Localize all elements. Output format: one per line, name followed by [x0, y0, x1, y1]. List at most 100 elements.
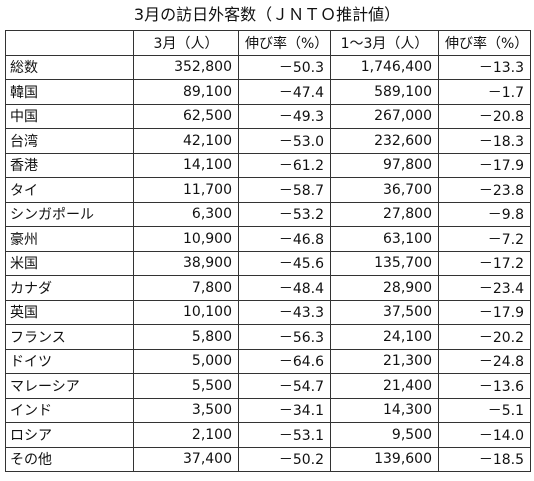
cell: 267,000: [330, 103, 439, 129]
cell: －50.2: [238, 446, 331, 472]
cell: －24.8: [438, 348, 531, 374]
cell: －18.5: [438, 446, 531, 472]
cell: －23.4: [438, 275, 531, 301]
cell: －13.3: [438, 54, 531, 80]
cell: －61.2: [238, 152, 331, 178]
title: 3月の訪日外客数（ＪＮＴＯ推計値）: [133, 5, 401, 24]
table: 3月（人） 伸び率（%） 1～3月（人） 伸び率（%） 総数 352,800 －50.3 1…: [5, 30, 531, 472]
cell: 232,600: [330, 128, 439, 154]
cell: －54.7: [238, 373, 331, 399]
cell: 352,800: [133, 54, 239, 80]
row-label: シンガポール: [5, 201, 134, 227]
cell: 10,900: [133, 226, 239, 252]
cell: －48.4: [238, 275, 331, 301]
cell: 9,500: [330, 422, 439, 448]
row-label: タイ: [5, 177, 134, 203]
row: フランス 5,800 －56.3 24,100 －20.2: [5, 324, 531, 350]
cell: 11,700: [133, 177, 239, 203]
cell: 3,500: [133, 397, 239, 423]
cell: －17.2: [438, 250, 531, 276]
row: ロシア 2,100 －53.1 9,500 －14.0: [5, 422, 531, 448]
cell: 10,100: [133, 299, 239, 325]
cell: 62,500: [133, 103, 239, 129]
cell: 21,300: [330, 348, 439, 374]
cell: 589,100: [330, 79, 439, 105]
cell: 5,500: [133, 373, 239, 399]
cell: 139,600: [330, 446, 439, 472]
row-label: 韓国: [5, 79, 134, 105]
cell: 37,400: [133, 446, 239, 472]
row-label: インド: [5, 397, 134, 423]
cell: 24,100: [330, 324, 439, 350]
row-label: 英国: [5, 299, 134, 325]
cell: －5.1: [438, 397, 531, 423]
cell: 21,400: [330, 373, 439, 399]
row-label: 台湾: [5, 128, 134, 154]
row-label: マレーシア: [5, 373, 134, 399]
cell: －9.8: [438, 201, 531, 227]
cell: －64.6: [238, 348, 331, 374]
cell: 37,500: [330, 299, 439, 325]
cell: 28,900: [330, 275, 439, 301]
cell: 5,800: [133, 324, 239, 350]
row: 豪州 10,900 －46.8 63,100 －7.2: [5, 226, 531, 252]
cell: －23.8: [438, 177, 531, 203]
cell: 38,900: [133, 250, 239, 276]
cell: 135,700: [330, 250, 439, 276]
row-label: ロシア: [5, 422, 134, 448]
cell: －53.0: [238, 128, 331, 154]
row-label: ドイツ: [5, 348, 134, 374]
row-label: 中国: [5, 103, 134, 129]
row: 香港 14,100 －61.2 97,800 －17.9: [5, 152, 531, 178]
row: 総数 352,800 －50.3 1,746,400 －13.3: [5, 54, 531, 80]
cell: －46.8: [238, 226, 331, 252]
cell: －7.2: [438, 226, 531, 252]
header-cell: 伸び率（%）: [238, 30, 331, 56]
row-label: 香港: [5, 152, 134, 178]
row: タイ 11,700 －58.7 36,700 －23.8: [5, 177, 531, 203]
row: 英国 10,100 －43.3 37,500 －17.9: [5, 299, 531, 325]
cell: －18.3: [438, 128, 531, 154]
cell: 42,100: [133, 128, 239, 154]
cell: 97,800: [330, 152, 439, 178]
row: シンガポール 6,300 －53.2 27,800 －9.8: [5, 201, 531, 227]
cell: 36,700: [330, 177, 439, 203]
cell: －13.6: [438, 373, 531, 399]
cell: －47.4: [238, 79, 331, 105]
cell: －20.8: [438, 103, 531, 129]
row: インド 3,500 －34.1 14,300 －5.1: [5, 397, 531, 423]
row: 中国 62,500 －49.3 267,000 －20.8: [5, 103, 531, 129]
row: ドイツ 5,000 －64.6 21,300 －24.8: [5, 348, 531, 374]
header-cell: 3月（人）: [133, 30, 239, 56]
cell: －20.2: [438, 324, 531, 350]
row-label: その他: [5, 446, 134, 472]
cell: －56.3: [238, 324, 331, 350]
header-cell: 1～3月（人）: [330, 30, 439, 56]
cell: 14,300: [330, 397, 439, 423]
cell: －50.3: [238, 54, 331, 80]
cell: －17.9: [438, 299, 531, 325]
cell: 63,100: [330, 226, 439, 252]
row-label: 総数: [5, 54, 134, 80]
row: その他 37,400 －50.2 139,600 －18.5: [5, 446, 531, 472]
cell: 14,100: [133, 152, 239, 178]
row-label: 豪州: [5, 226, 134, 252]
row-label: フランス: [5, 324, 134, 350]
row: 韓国 89,100 －47.4 589,100 －1.7: [5, 79, 531, 105]
row: 台湾 42,100 －53.0 232,600 －18.3: [5, 128, 531, 154]
cell: 5,000: [133, 348, 239, 374]
cell: 27,800: [330, 201, 439, 227]
row-label: カナダ: [5, 275, 134, 301]
cell: －14.0: [438, 422, 531, 448]
row: カナダ 7,800 －48.4 28,900 －23.4: [5, 275, 531, 301]
cell: －1.7: [438, 79, 531, 105]
cell: －53.1: [238, 422, 331, 448]
row: 米国 38,900 －45.6 135,700 －17.2: [5, 250, 531, 276]
header-cell: [5, 30, 134, 56]
header-row: 3月（人） 伸び率（%） 1～3月（人） 伸び率（%）: [5, 30, 531, 56]
header-cell: 伸び率（%）: [438, 30, 531, 56]
cell: 7,800: [133, 275, 239, 301]
cell: －45.6: [238, 250, 331, 276]
cell: －49.3: [238, 103, 331, 129]
